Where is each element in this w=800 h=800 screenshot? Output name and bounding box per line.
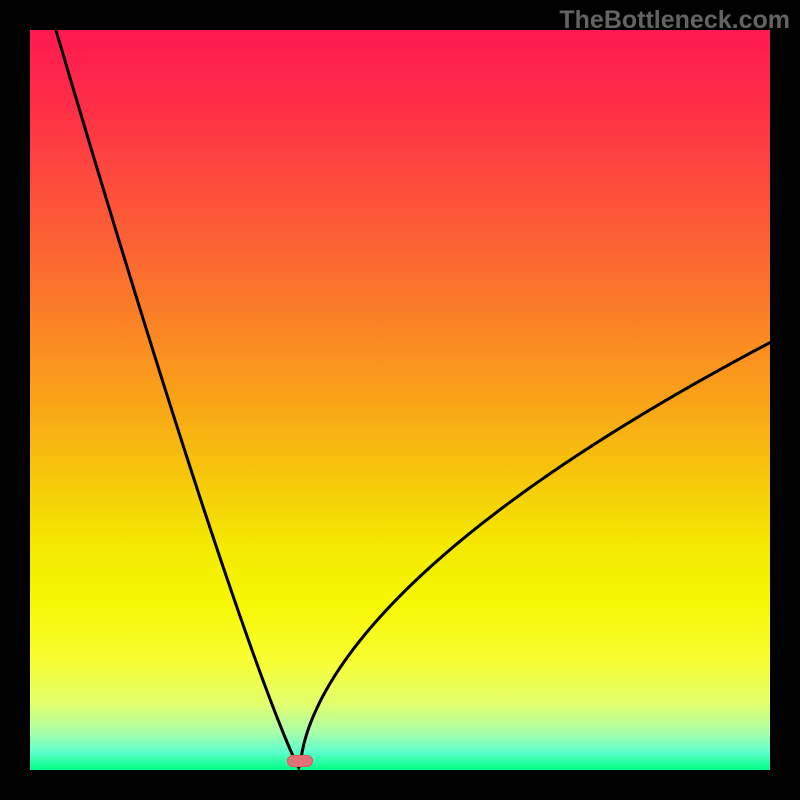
bottleneck-curve [30, 30, 770, 770]
chart-container: TheBottleneck.com [0, 0, 800, 800]
optimal-point-marker [287, 755, 313, 767]
curve-path [56, 30, 770, 768]
watermark-text: TheBottleneck.com [559, 6, 790, 35]
